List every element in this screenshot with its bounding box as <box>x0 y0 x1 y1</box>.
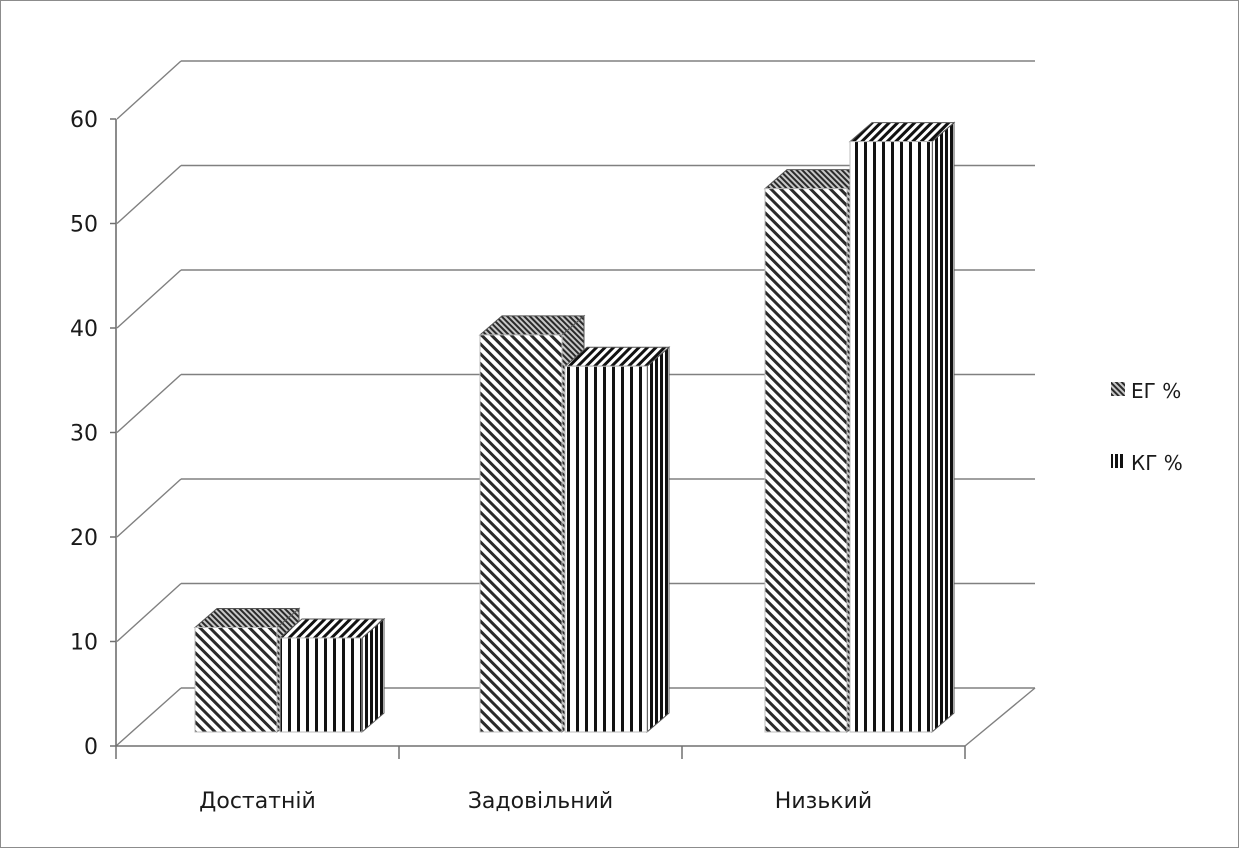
y-tick-label: 40 <box>70 317 98 342</box>
bar <box>849 141 933 733</box>
x-tick-label: Достатній <box>199 789 316 814</box>
bar <box>764 188 848 733</box>
floor-left-edge <box>115 687 182 747</box>
x-tick-label: Задовільний <box>468 789 613 814</box>
y-tick-label: 30 <box>70 422 98 447</box>
x-tick-label: Низький <box>775 789 872 814</box>
bar-side <box>646 346 670 734</box>
legend-label: КГ % <box>1131 451 1183 475</box>
gridline-side <box>116 582 182 643</box>
gridline-side <box>116 269 182 329</box>
gridline-side <box>116 478 182 538</box>
bar-kg <box>278 617 386 734</box>
bar <box>479 334 563 733</box>
bar-side <box>931 121 955 734</box>
bar-side <box>361 617 385 734</box>
legend-item: КГ % <box>1111 451 1183 475</box>
bar <box>279 637 363 733</box>
legend-swatch-diagonal <box>1111 382 1125 396</box>
y-tick-label: 10 <box>70 631 98 656</box>
y-tick-label: 50 <box>70 213 98 238</box>
gridline-side <box>116 373 182 434</box>
bar-kg <box>563 346 671 734</box>
bar <box>564 365 648 733</box>
y-tick-label: 20 <box>70 526 98 551</box>
y-tick-label: 0 <box>84 735 98 760</box>
gridline-side <box>116 164 182 225</box>
legend-swatch-vertical <box>1111 454 1125 468</box>
y-tick-label: 60 <box>70 108 98 133</box>
gridline-side <box>116 60 182 120</box>
floor-right-edge <box>964 687 1036 747</box>
bar <box>194 627 278 733</box>
bar-kg <box>848 121 956 734</box>
legend-label: ЕГ % <box>1131 379 1181 403</box>
legend-item: ЕГ % <box>1111 379 1181 403</box>
